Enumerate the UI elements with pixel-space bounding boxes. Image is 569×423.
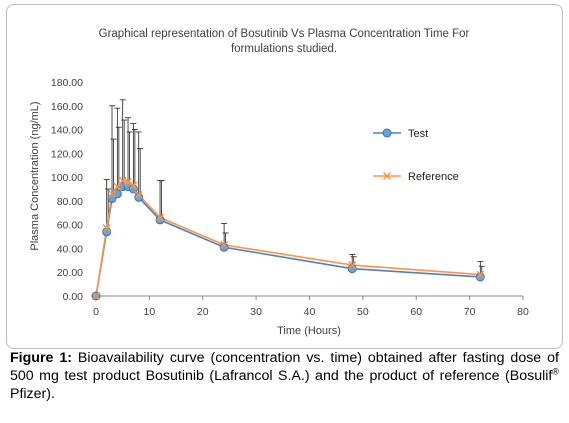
y-axis-label: Plasma Concentration (ng/mL): [29, 101, 41, 250]
reference-marker-stroke: [91, 291, 101, 301]
test-data-point: [134, 192, 144, 202]
reference-data-point: [220, 240, 229, 249]
x-tick-label: 60: [410, 306, 422, 318]
test-data-point: [112, 189, 122, 199]
reference-marker-stroke: [156, 213, 165, 222]
reference-data-point: [129, 181, 138, 190]
reference-data-point: [134, 190, 143, 199]
series-line-reference: [95, 179, 481, 297]
x-tick-label: 30: [250, 306, 262, 318]
y-tick-label: 180.00: [51, 77, 83, 89]
reference-data-point: [348, 261, 357, 270]
x-tick-label: 20: [197, 306, 209, 318]
test-data-point: [155, 215, 165, 225]
y-tick-label: 140.00: [51, 125, 83, 137]
reference-marker-stroke: [129, 181, 138, 190]
x-tick-label: 0: [93, 306, 99, 318]
figure-caption: Figure 1: Bioavailability curve (concent…: [10, 349, 559, 403]
legend-reference-label: Reference: [408, 171, 459, 183]
legend-reference-marker: [382, 171, 392, 181]
reference-marker-stroke: [102, 224, 111, 233]
legend-test-label: Test: [408, 128, 428, 140]
caption-label: Figure 1:: [10, 350, 72, 366]
y-tick-label: 60.00: [57, 220, 83, 232]
y-tick-label: 120.00: [51, 148, 83, 160]
reference-data-point: [91, 291, 101, 301]
caption-text-1: Bioavailability curve (concentration vs.…: [10, 350, 559, 384]
x-tick-label: 50: [357, 306, 369, 318]
x-tick-label: 10: [144, 306, 156, 318]
reference-marker-stroke: [476, 270, 485, 279]
x-tick-label: 80: [517, 306, 529, 318]
concentration-time-chart: Graphical representation of Bosutinib Vs…: [29, 28, 529, 337]
reference-data-point: [102, 224, 111, 233]
reference-marker-stroke: [220, 240, 229, 249]
reference-data-point: [156, 213, 165, 222]
reference-marker-stroke: [134, 190, 143, 199]
test-data-point: [219, 242, 229, 252]
test-data-point: [475, 272, 485, 282]
y-tick-label: 0.00: [63, 291, 84, 303]
chart-frame: [6, 4, 563, 349]
caption-text-2: Pfizer).: [10, 386, 55, 402]
y-tick-label: 40.00: [57, 243, 83, 255]
reference-data-point: [123, 177, 133, 186]
chart-title-line2: formulations studied.: [231, 43, 337, 55]
x-axis-label: Time (Hours): [277, 325, 341, 337]
y-tick-label: 20.00: [57, 267, 83, 279]
series-line-test: [95, 185, 481, 297]
x-tick-label: 70: [464, 306, 476, 318]
y-tick-label: 80.00: [57, 196, 83, 208]
y-tick-label: 100.00: [51, 172, 83, 184]
reference-data-point: [107, 189, 117, 198]
reference-marker-stroke: [107, 189, 117, 198]
chart-title-line1: Graphical representation of Bosutinib Vs…: [99, 28, 470, 40]
x-tick-label: 40: [304, 306, 316, 318]
reference-data-point: [476, 270, 485, 279]
y-tick-label: 160.00: [51, 101, 83, 113]
caption-superscript: ®: [552, 366, 559, 377]
legend-test-marker: [382, 128, 392, 138]
reference-marker-stroke: [123, 177, 133, 186]
reference-marker-stroke: [348, 261, 357, 270]
